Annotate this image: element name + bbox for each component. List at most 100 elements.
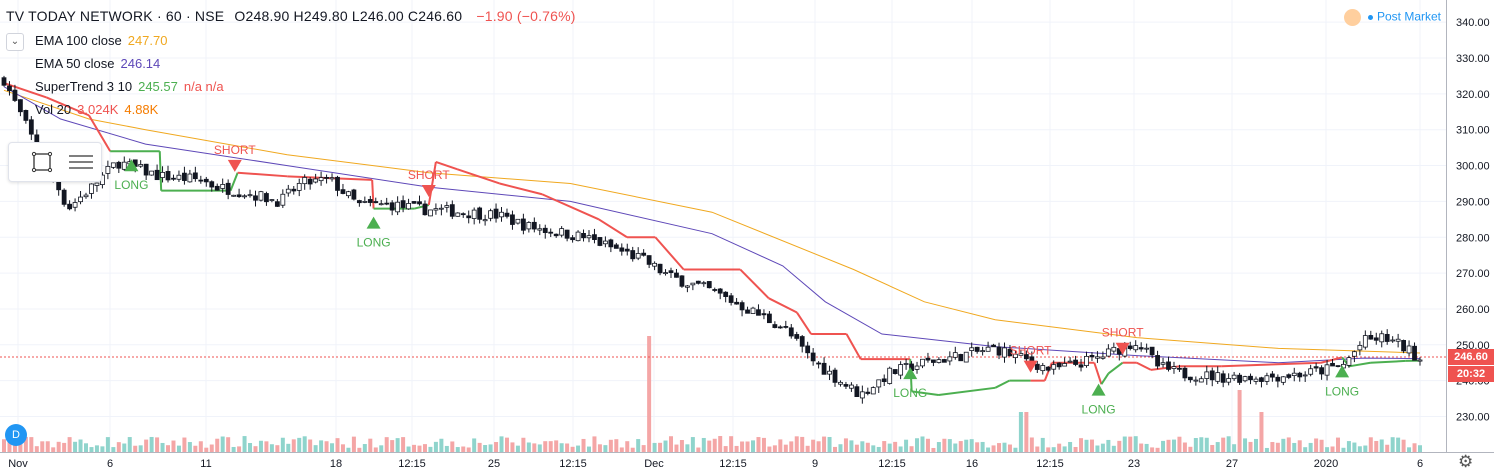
candle-body (356, 200, 362, 204)
candle-body (1368, 334, 1374, 340)
candle-body (1226, 378, 1232, 383)
candle-body (767, 313, 772, 324)
volume-bar (1270, 442, 1275, 452)
volume-bar (843, 438, 848, 452)
volume-bar (308, 439, 313, 452)
candle-body (460, 213, 466, 216)
volume-bar (1089, 439, 1094, 452)
time-axis: Nov 6 11 18 12:15 25 12:15 Dec 12:15 9 12:15 16 12:1… (8, 458, 1423, 470)
volume-bar (455, 447, 460, 452)
last-price-badge: 246.60 (1448, 348, 1494, 365)
candle-body (1297, 372, 1303, 378)
volume-bar (84, 443, 89, 452)
volume-bar (1002, 442, 1007, 452)
candle-body (231, 194, 237, 197)
supertrend-segment (845, 333, 862, 360)
candle-body (1111, 346, 1117, 352)
candle-body (121, 161, 127, 170)
indicator-3[interactable]: Vol 20 3.024K 4.88K (35, 102, 164, 117)
candle-body (488, 210, 493, 219)
volume-bar (696, 447, 701, 452)
post-market-status[interactable]: Post Market (1344, 9, 1441, 26)
volume-bar (701, 437, 706, 452)
volume-bar (368, 438, 373, 452)
volume-bar (29, 437, 34, 452)
candle-body (182, 172, 187, 181)
candle-body (258, 191, 264, 201)
candle-body (1056, 362, 1062, 368)
volume-bar (1221, 437, 1226, 452)
price-tick-label: 330.00 (1456, 53, 1490, 65)
candle-body (701, 282, 707, 285)
candle-body (657, 263, 663, 274)
volume-bar (636, 439, 641, 452)
candle-body (564, 229, 570, 239)
volume-bar (395, 438, 400, 452)
candle-body (67, 203, 73, 210)
volume-bar (40, 441, 45, 452)
candle-body (329, 177, 335, 180)
candle-body (816, 362, 822, 365)
candle-body (477, 207, 483, 220)
volume-bar (603, 445, 608, 452)
gear-icon[interactable]: ⚙ (1458, 452, 1474, 471)
price-tick-label: 290.00 (1456, 196, 1490, 208)
settings-lines-icon[interactable] (67, 149, 93, 175)
candle-body (384, 202, 390, 205)
candle-body (914, 365, 920, 370)
volume-bar (1133, 436, 1138, 452)
candle-body (1198, 378, 1204, 383)
collapse-legend-button[interactable]: ⌄ (6, 33, 24, 51)
time-tick-label: 12:15 (1036, 458, 1064, 470)
candle-body (537, 228, 543, 231)
volume-bar (1226, 436, 1231, 452)
indicator-2[interactable]: SuperTrend 3 10 245.57 n/a n/a (35, 79, 230, 94)
volume-bar (94, 445, 99, 452)
volume-bar (658, 442, 663, 452)
candle-body (291, 188, 297, 192)
candle-body (734, 301, 740, 305)
volume-bar (586, 446, 591, 452)
volume-bar (1128, 436, 1133, 452)
logo-badge-icon[interactable]: D (5, 424, 27, 446)
short-label: SHORT (1010, 344, 1052, 358)
candle-body (1253, 378, 1259, 382)
candle-body (575, 231, 581, 242)
volume-bar (231, 446, 236, 452)
volume-bar (554, 440, 559, 452)
volume-bar (652, 442, 657, 452)
volume-bar (745, 441, 750, 452)
indicator-0[interactable]: EMA 100 close 247.70 (35, 33, 173, 48)
candle-body (482, 219, 488, 222)
volume-bar (428, 446, 433, 452)
volume-bar (220, 436, 225, 452)
volume-bar (1182, 442, 1187, 452)
candle-body (941, 359, 947, 363)
volume-bar (1079, 438, 1084, 452)
volume-bar (248, 443, 253, 452)
candle-body (302, 177, 308, 185)
volume-bar (920, 436, 925, 452)
volume-bar (882, 441, 887, 452)
indicator-1[interactable]: EMA 50 close 246.14 (35, 56, 166, 71)
volume-bar (461, 446, 466, 452)
rectangle-tool-icon[interactable] (29, 149, 55, 175)
candle-body (1023, 354, 1029, 360)
candle-body (876, 379, 882, 388)
volume-bar (472, 438, 477, 452)
short-label: SHORT (408, 168, 450, 182)
candle-body (154, 169, 160, 181)
candle-body (411, 201, 417, 204)
volume-bar (226, 437, 231, 452)
candle-body (586, 235, 592, 239)
symbol-title: TV TODAY NETWORK · 60 · NSE (6, 8, 225, 24)
supertrend-segment (1107, 361, 1124, 375)
candle-body (788, 327, 794, 337)
volume-bar (1204, 437, 1209, 452)
volume-bar (1171, 439, 1176, 452)
candle-body (761, 313, 767, 316)
volume-bar (1341, 447, 1346, 452)
candle-body (307, 178, 313, 185)
volume-bar (1073, 446, 1078, 452)
